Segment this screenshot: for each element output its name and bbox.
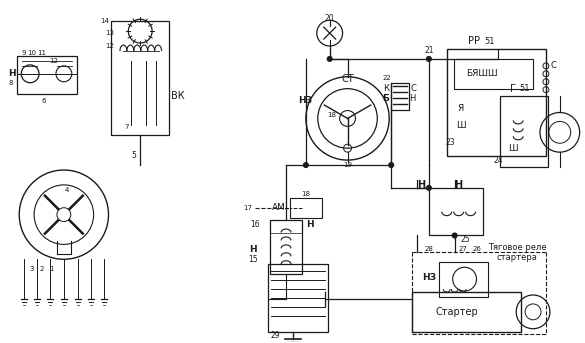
Text: Н: Н <box>455 180 463 190</box>
Text: 51: 51 <box>484 37 495 46</box>
Text: 6: 6 <box>42 97 46 104</box>
Bar <box>268 264 328 332</box>
Bar <box>429 188 483 236</box>
Text: БЯШШ: БЯШШ <box>466 69 497 78</box>
Circle shape <box>388 163 394 167</box>
Text: 22: 22 <box>383 75 391 81</box>
Text: Тяговое реле: Тяговое реле <box>488 243 547 252</box>
Text: 12: 12 <box>50 58 58 64</box>
Text: 18: 18 <box>301 191 311 197</box>
Bar <box>454 59 533 89</box>
Text: 9: 9 <box>22 50 26 56</box>
Bar <box>500 96 548 167</box>
Bar <box>290 198 322 217</box>
Circle shape <box>304 163 308 167</box>
Text: 29: 29 <box>270 331 280 340</box>
Text: 13: 13 <box>105 30 114 36</box>
Text: 12: 12 <box>105 43 114 49</box>
Text: 16: 16 <box>250 220 260 229</box>
Text: С: С <box>410 84 416 93</box>
Text: Я: Я <box>457 104 464 113</box>
Text: 26: 26 <box>472 246 481 252</box>
Text: 1: 1 <box>50 266 54 272</box>
Text: Н: Н <box>8 69 16 78</box>
Text: С: С <box>551 61 557 70</box>
Bar <box>439 262 488 297</box>
Bar <box>270 220 302 274</box>
Circle shape <box>426 57 431 61</box>
Text: 15: 15 <box>249 255 258 264</box>
Text: стартера: стартера <box>496 253 537 262</box>
Text: РР: РР <box>467 36 480 46</box>
Text: Н: Н <box>409 94 415 103</box>
Text: Ш: Ш <box>508 144 518 153</box>
Text: Н: Н <box>306 220 314 229</box>
Text: 2: 2 <box>40 266 44 272</box>
Text: 27: 27 <box>458 246 467 252</box>
Text: 3: 3 <box>30 266 35 272</box>
Bar <box>17 56 77 94</box>
Text: 7: 7 <box>124 125 129 130</box>
Text: СТ: СТ <box>341 74 354 84</box>
Text: 51: 51 <box>520 84 531 93</box>
Text: Б: Б <box>382 94 388 103</box>
Bar <box>391 83 409 110</box>
Circle shape <box>452 233 457 238</box>
Text: 4: 4 <box>65 187 69 193</box>
Text: ВК: ВК <box>171 91 185 100</box>
Bar <box>412 292 521 332</box>
Bar <box>112 21 169 135</box>
Text: 18: 18 <box>327 113 336 118</box>
Text: 21: 21 <box>424 47 433 56</box>
Text: 8: 8 <box>8 80 12 86</box>
Text: 10: 10 <box>27 50 37 56</box>
Text: 24: 24 <box>494 156 503 165</box>
Text: 25: 25 <box>461 235 470 244</box>
Bar <box>447 49 546 156</box>
Text: 23: 23 <box>446 138 456 147</box>
Text: 17: 17 <box>243 205 252 211</box>
Text: НЗ: НЗ <box>422 273 436 282</box>
Text: Г: Г <box>510 84 516 94</box>
Text: 20: 20 <box>325 14 335 23</box>
Text: НЗ: НЗ <box>298 96 312 105</box>
Text: Ш: Ш <box>456 121 466 130</box>
Text: 11: 11 <box>37 50 47 56</box>
Text: 5: 5 <box>131 151 136 159</box>
Text: 28: 28 <box>425 246 433 252</box>
Text: 14: 14 <box>100 18 109 24</box>
Text: К: К <box>383 84 389 93</box>
Text: АМ: АМ <box>272 203 286 212</box>
Text: Н: Н <box>250 245 257 254</box>
Text: Стартер: Стартер <box>435 307 478 317</box>
Circle shape <box>327 57 332 61</box>
Text: 19: 19 <box>343 162 352 168</box>
Circle shape <box>426 185 431 190</box>
Text: Н: Н <box>417 180 425 190</box>
